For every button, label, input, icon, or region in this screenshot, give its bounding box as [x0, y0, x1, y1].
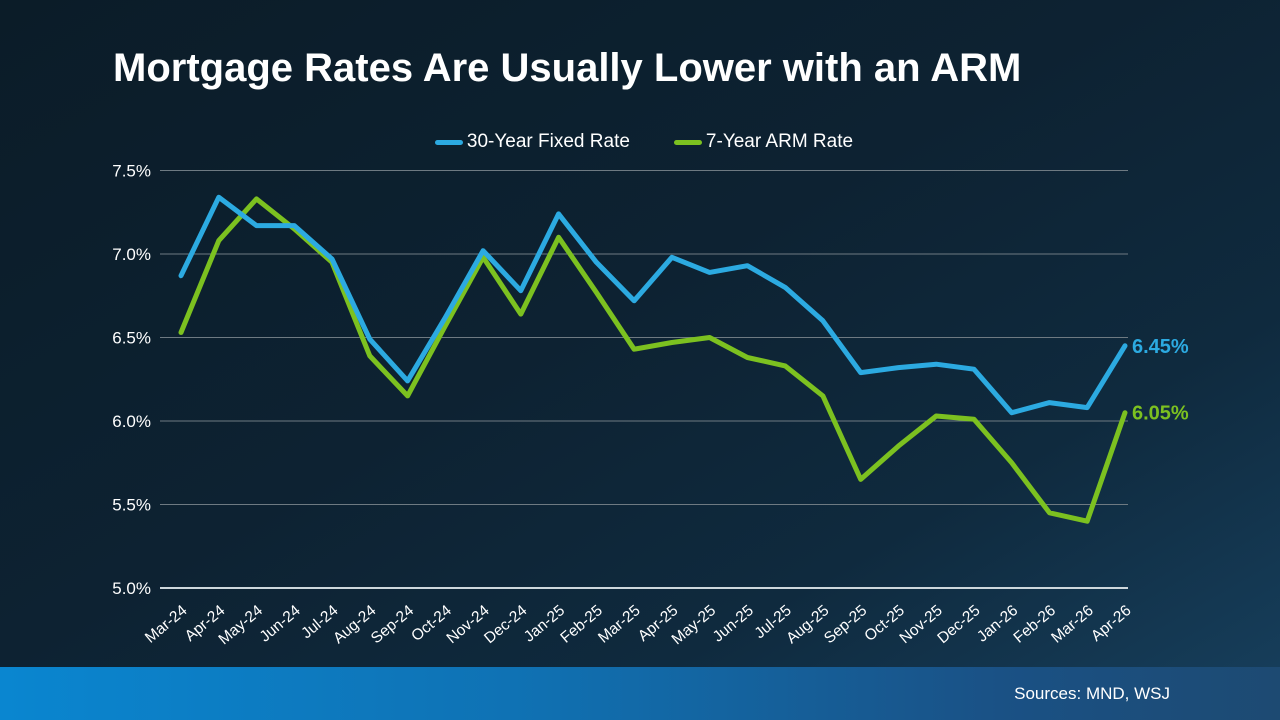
legend-line-marker-green-icon	[673, 139, 702, 145]
x-axis-tick-label: Dec-25	[934, 602, 983, 647]
x-axis-tick-label: Feb-25	[557, 602, 606, 647]
series-line-30-year-fixed-rate	[178, 194, 1128, 416]
end-value-label-30-year-fixed-rate: 6.45%	[1132, 336, 1189, 358]
x-axis-tick-label: Sep-24	[368, 602, 418, 647]
legend-label-7-year-arm: 7-Year ARM Rate	[705, 131, 854, 152]
x-axis-tick-label: Jun-25	[710, 602, 757, 645]
x-axis-tick-label: Mar-24	[142, 602, 191, 647]
legend-line-marker-blue-icon	[434, 139, 463, 145]
legend-item-30-year-fixed: 30-Year Fixed Rate	[434, 131, 630, 153]
y-axis-tick-label: 6.5%	[112, 329, 151, 348]
legend-item-7-year-arm: 7-Year ARM Rate	[673, 131, 854, 153]
x-axis-tick-label: Mar-25	[595, 602, 644, 647]
series-line-7-year-arm-rate	[178, 196, 1128, 524]
y-axis-tick-label: 5.5%	[112, 496, 151, 515]
y-axis-tick-label: 7.5%	[112, 162, 151, 181]
x-axis-tick-label: Sep-25	[821, 602, 870, 647]
x-axis-tick-label: May-24	[216, 602, 267, 648]
chart-legend: 30-Year Fixed Rate 7-Year ARM Rate	[160, 131, 1128, 153]
chart-title: Mortgage Rates Are Usually Lower with an…	[113, 46, 1022, 90]
y-axis-tick-label: 6.0%	[112, 412, 151, 431]
legend-label-30-year-fixed: 30-Year Fixed Rate	[466, 131, 630, 152]
sources-text: Sources: MND, WSJ	[1014, 683, 1170, 703]
x-axis-tick-label: Mar-26	[1048, 602, 1097, 647]
end-value-label-7-year-arm-rate: 6.05%	[1132, 403, 1189, 425]
y-axis-tick-label: 7.0%	[112, 245, 151, 264]
x-axis-tick-label: Apr-26	[1088, 602, 1135, 645]
y-axis-tick-label: 5.0%	[112, 579, 151, 598]
x-axis-tick-label: Jun-24	[257, 602, 305, 646]
x-axis-tick-label: Dec-24	[481, 602, 530, 647]
x-axis-tick-label: Feb-26	[1011, 602, 1060, 647]
footer-bar: Sources: MND, WSJ	[0, 667, 1280, 720]
